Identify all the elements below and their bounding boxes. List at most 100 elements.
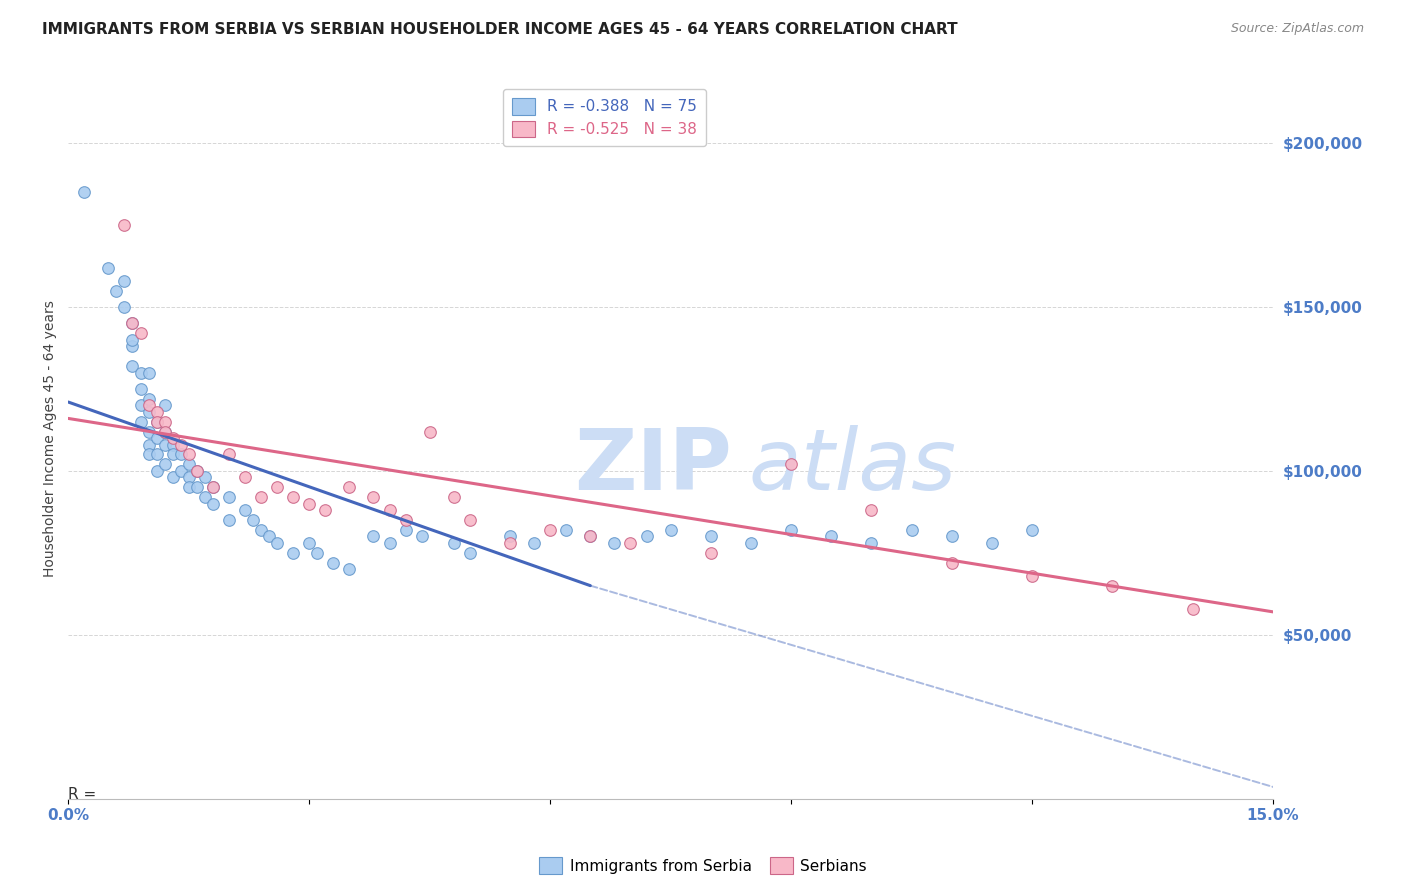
Point: [443, 536, 465, 550]
Y-axis label: Householder Income Ages 45 - 64 years: Householder Income Ages 45 - 64 years: [44, 300, 58, 576]
Point: [458, 513, 481, 527]
Point: [298, 536, 321, 550]
Point: [1021, 569, 1043, 583]
Point: [659, 523, 682, 537]
Point: [114, 300, 136, 314]
Point: [145, 405, 167, 419]
Point: [121, 333, 143, 347]
Point: [298, 497, 321, 511]
Point: [523, 536, 546, 550]
Point: [129, 366, 152, 380]
Point: [394, 513, 416, 527]
Point: [145, 415, 167, 429]
Point: [153, 425, 176, 439]
Point: [129, 382, 152, 396]
Point: [242, 513, 264, 527]
Point: [579, 529, 602, 543]
Point: [337, 562, 360, 576]
Point: [145, 431, 167, 445]
Point: [337, 480, 360, 494]
Point: [499, 536, 522, 550]
Point: [114, 274, 136, 288]
Point: [1021, 523, 1043, 537]
Point: [177, 458, 200, 472]
Point: [153, 437, 176, 451]
Point: [218, 513, 240, 527]
Point: [114, 218, 136, 232]
Point: [250, 490, 273, 504]
Point: [603, 536, 626, 550]
Point: [186, 480, 208, 494]
Point: [177, 480, 200, 494]
Point: [307, 546, 329, 560]
Point: [233, 503, 256, 517]
Text: atlas: atlas: [749, 425, 957, 508]
Point: [538, 523, 561, 537]
Point: [860, 503, 883, 517]
Point: [170, 464, 193, 478]
Point: [129, 415, 152, 429]
Text: IMMIGRANTS FROM SERBIA VS SERBIAN HOUSEHOLDER INCOME AGES 45 - 64 YEARS CORRELAT: IMMIGRANTS FROM SERBIA VS SERBIAN HOUSEH…: [42, 22, 957, 37]
Point: [194, 490, 217, 504]
Point: [1101, 579, 1123, 593]
Point: [458, 546, 481, 560]
Point: [257, 529, 280, 543]
Point: [363, 490, 385, 504]
Point: [194, 470, 217, 484]
Point: [378, 536, 401, 550]
Point: [201, 480, 224, 494]
Point: [153, 415, 176, 429]
Point: [266, 536, 288, 550]
Point: [138, 392, 160, 406]
Point: [121, 316, 143, 330]
Point: [780, 523, 803, 537]
Point: [700, 529, 723, 543]
Point: [138, 366, 160, 380]
Point: [153, 425, 176, 439]
Point: [138, 405, 160, 419]
Point: [250, 523, 273, 537]
Point: [419, 425, 441, 439]
Legend: Immigrants from Serbia, Serbians: Immigrants from Serbia, Serbians: [533, 851, 873, 880]
Point: [73, 185, 96, 199]
Point: [322, 556, 344, 570]
Point: [1181, 601, 1204, 615]
Point: [177, 470, 200, 484]
Point: [700, 546, 723, 560]
Point: [129, 398, 152, 412]
Point: [177, 448, 200, 462]
Point: [579, 529, 602, 543]
Point: [162, 448, 184, 462]
Point: [153, 398, 176, 412]
Point: [186, 464, 208, 478]
Text: Source: ZipAtlas.com: Source: ZipAtlas.com: [1230, 22, 1364, 36]
Point: [411, 529, 433, 543]
Point: [218, 448, 240, 462]
Point: [97, 260, 120, 275]
Point: [740, 536, 762, 550]
Point: [145, 464, 167, 478]
Point: [619, 536, 641, 550]
Point: [170, 437, 193, 451]
Point: [186, 464, 208, 478]
Point: [121, 339, 143, 353]
Point: [201, 497, 224, 511]
Point: [218, 490, 240, 504]
Point: [105, 284, 128, 298]
Point: [129, 326, 152, 341]
Point: [314, 503, 336, 517]
Point: [499, 529, 522, 543]
Point: [941, 529, 963, 543]
Legend: R = -0.388   N = 75, R = -0.525   N = 38: R = -0.388 N = 75, R = -0.525 N = 38: [503, 88, 706, 146]
Point: [162, 470, 184, 484]
Point: [860, 536, 883, 550]
Point: [266, 480, 288, 494]
Point: [378, 503, 401, 517]
Point: [162, 431, 184, 445]
Point: [363, 529, 385, 543]
Point: [145, 415, 167, 429]
Point: [820, 529, 842, 543]
Point: [941, 556, 963, 570]
Point: [153, 458, 176, 472]
Point: [233, 470, 256, 484]
